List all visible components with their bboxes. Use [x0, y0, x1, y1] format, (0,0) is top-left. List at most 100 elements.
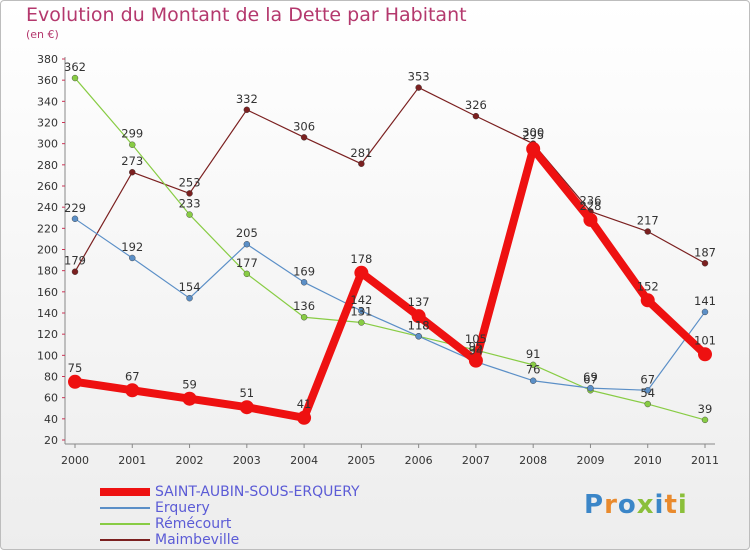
- data-label-erquery: 229: [64, 201, 86, 215]
- y-tick-label: 160: [37, 286, 58, 299]
- logo-letter: r: [604, 490, 618, 520]
- data-label-saint-aubin-sous-erquery: 152: [637, 279, 659, 293]
- data-label-remecourt: 177: [236, 256, 258, 270]
- legend-label-erquery: Erquery: [155, 500, 210, 516]
- chart-subtitle: (en €): [26, 28, 59, 41]
- data-label-saint-aubin-sous-erquery: 101: [694, 333, 716, 347]
- y-tick-label: 200: [37, 244, 58, 257]
- y-tick-label: 140: [37, 307, 58, 320]
- data-label-maimbeville: 353: [408, 70, 430, 84]
- data-label-erquery: 69: [583, 370, 598, 384]
- data-label-saint-aubin-sous-erquery: 67: [125, 369, 140, 383]
- data-point-remecourt: [129, 141, 136, 148]
- logo-letter: x: [636, 490, 655, 520]
- x-tick-label: 2001: [118, 454, 146, 467]
- data-label-maimbeville: 306: [293, 119, 315, 133]
- data-label-erquery: 94: [469, 344, 484, 358]
- data-point-saint-aubin-sous-erquery: [468, 353, 483, 368]
- data-label-saint-aubin-sous-erquery: 178: [350, 252, 372, 266]
- data-point-erquery: [358, 307, 365, 315]
- x-tick-label: 2006: [405, 454, 433, 467]
- y-tick-label: 280: [37, 159, 58, 172]
- data-label-saint-aubin-sous-erquery: 51: [239, 386, 254, 400]
- y-tick-label: 220: [37, 222, 58, 235]
- data-point-remecourt: [358, 319, 365, 326]
- legend-swatch-erquery: [100, 507, 150, 509]
- data-point-maimbeville: [71, 268, 79, 275]
- data-point-remecourt: [644, 400, 651, 408]
- data-label-remecourt: 362: [64, 60, 86, 74]
- data-point-erquery: [186, 294, 193, 302]
- data-label-saint-aubin-sous-erquery: 137: [408, 295, 430, 309]
- series-line-saint-aubin-sous-erquery: [71, 144, 709, 422]
- data-point-saint-aubin-sous-erquery: [125, 383, 140, 398]
- data-point-erquery: [529, 377, 537, 384]
- data-point-erquery: [644, 387, 651, 394]
- data-label-remecourt: 91: [526, 347, 541, 361]
- data-label-remecourt: 299: [121, 127, 143, 141]
- data-label-erquery: 142: [350, 293, 372, 307]
- x-tick-label: 2000: [61, 454, 89, 467]
- data-label-maimbeville: 253: [179, 175, 201, 189]
- logo-letter: P: [584, 490, 605, 520]
- x-tick-label: 2011: [691, 454, 719, 467]
- data-point-maimbeville: [300, 134, 308, 141]
- data-label-remecourt: 105: [465, 332, 487, 346]
- series-lines: [68, 74, 712, 425]
- data-label-erquery: 141: [694, 294, 716, 308]
- data-label-maimbeville: 217: [637, 214, 659, 228]
- data-label-maimbeville: 281: [350, 146, 372, 160]
- data-label-maimbeville: 273: [121, 154, 143, 168]
- data-label-maimbeville: 326: [465, 98, 487, 112]
- x-tick-label: 2004: [290, 454, 318, 467]
- data-label-remecourt: 131: [350, 305, 372, 319]
- x-tick-label: 2007: [462, 454, 490, 467]
- data-point-erquery: [71, 215, 79, 223]
- data-point-saint-aubin-sous-erquery: [583, 212, 598, 227]
- data-point-erquery: [415, 333, 422, 340]
- axes: 20 40 60 80 100 120 140 160 180 200 220 240 260 280 30…: [37, 53, 719, 467]
- data-point-saint-aubin-sous-erquery: [526, 141, 541, 156]
- data-label-saint-aubin-sous-erquery: 41: [297, 397, 312, 411]
- data-label-maimbeville: 236: [579, 193, 601, 207]
- data-point-remecourt: [701, 416, 709, 424]
- data-label-saint-aubin-sous-erquery: 295: [522, 128, 544, 142]
- data-point-saint-aubin-sous-erquery: [297, 410, 312, 425]
- data-label-remecourt: 233: [179, 197, 201, 211]
- x-tick-label: 2003: [233, 454, 261, 467]
- data-label-erquery: 192: [121, 240, 143, 254]
- x-tick-label: 2009: [576, 454, 604, 467]
- data-label-erquery: 154: [179, 280, 201, 294]
- data-label-maimbeville: 300: [522, 126, 544, 140]
- data-label-erquery: 118: [408, 318, 430, 332]
- y-tick-label: 320: [37, 117, 58, 130]
- data-label-remecourt: 54: [640, 386, 655, 400]
- data-label-erquery: 67: [640, 372, 655, 386]
- data-point-erquery: [587, 384, 594, 392]
- data-point-saint-aubin-sous-erquery: [640, 293, 655, 308]
- data-label-saint-aubin-sous-erquery: 59: [182, 378, 197, 392]
- logo-letter: t: [664, 490, 678, 520]
- legend-label-remecourt: Rémécourt: [155, 516, 232, 532]
- y-tick-label: 120: [37, 328, 58, 341]
- logo-letter: i: [677, 490, 688, 520]
- x-tick-label: 2002: [176, 454, 204, 467]
- data-label-erquery: 205: [236, 226, 258, 240]
- y-tick-label: 240: [37, 201, 58, 214]
- data-point-saint-aubin-sous-erquery: [182, 391, 197, 406]
- y-tick-label: 180: [37, 265, 58, 278]
- data-label-remecourt: 39: [698, 402, 713, 416]
- data-point-maimbeville: [644, 228, 651, 235]
- logo-letter: o: [617, 490, 637, 520]
- series-line-remecourt: [74, 77, 706, 421]
- data-point-remecourt: [71, 74, 79, 82]
- y-tick-label: 20: [44, 434, 58, 447]
- legend-label-saint-aubin: SAINT-AUBIN-SOUS-ERQUERY: [155, 484, 360, 500]
- data-point-maimbeville: [243, 106, 251, 114]
- data-labels: 179 273 253 332 306 281 353 326 300 236 217 187 362 2…: [64, 60, 716, 416]
- data-point-remecourt: [300, 314, 308, 321]
- y-tick-label: 300: [37, 138, 58, 151]
- data-point-erquery: [129, 254, 136, 262]
- data-label-saint-aubin-sous-erquery: 75: [68, 361, 83, 375]
